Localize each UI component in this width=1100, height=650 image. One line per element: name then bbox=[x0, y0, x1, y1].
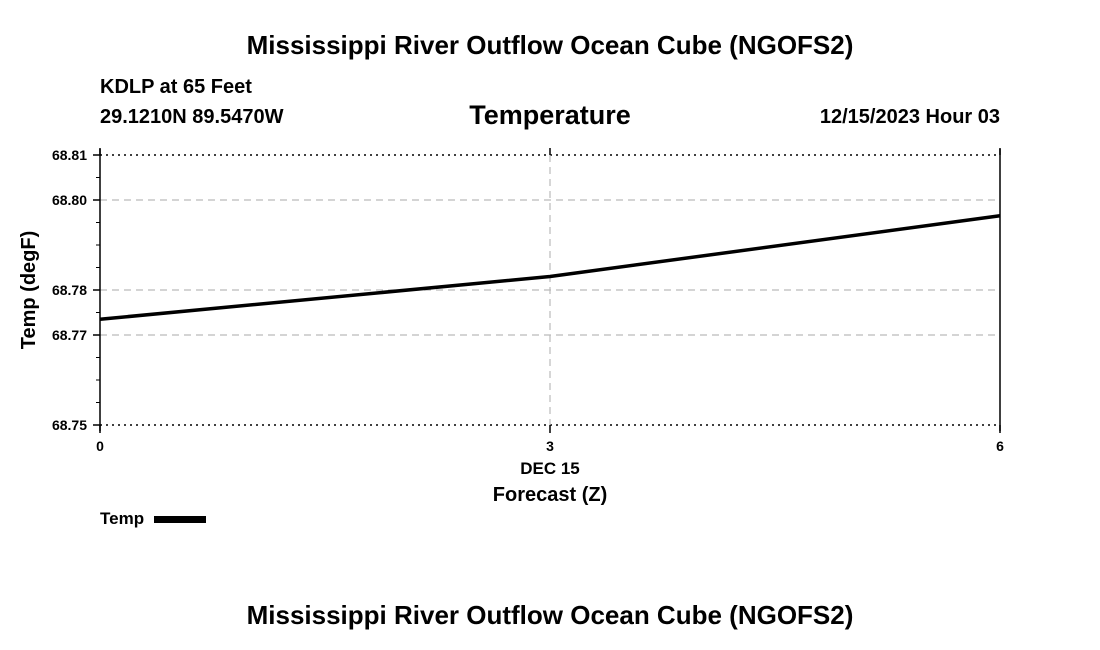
station-label: KDLP at 65 Feet bbox=[100, 76, 252, 98]
y-tick-label: 68.80 bbox=[52, 192, 87, 208]
chart-title: Temperature bbox=[469, 100, 631, 130]
x-tick-label: 0 bbox=[96, 438, 104, 454]
y-tick-label: 68.77 bbox=[52, 327, 87, 343]
series-line-temp bbox=[99, 214, 1001, 321]
y-tick-label: 68.75 bbox=[52, 417, 87, 433]
legend-swatch bbox=[154, 515, 207, 523]
x-date-label: DEC 15 bbox=[520, 459, 580, 478]
y-tick-label: 68.78 bbox=[52, 282, 87, 298]
temperature-chart: 68.75 68.77 68.78 68.80 68.81 0 3 6 DEC 15 Foreca… bbox=[18, 147, 1004, 506]
footer-title: Mississippi River Outflow Ocean Cube (NG… bbox=[246, 600, 854, 630]
labels-layer: 68.75 68.77 68.78 68.80 68.81 0 3 6 DEC 15 Foreca… bbox=[18, 147, 1004, 506]
x-tick-label: 3 bbox=[546, 438, 554, 454]
page-title: Mississippi River Outflow Ocean Cube (NG… bbox=[246, 30, 854, 60]
legend-label: Temp bbox=[100, 509, 145, 528]
x-tick-label: 6 bbox=[996, 438, 1004, 454]
coordinates-label: 29.1210N 89.5470W bbox=[100, 106, 284, 128]
series-layer bbox=[99, 214, 1001, 321]
timestamp-label: 12/15/2023 Hour 03 bbox=[819, 106, 1000, 128]
x-axis-label: Forecast (Z) bbox=[493, 484, 607, 506]
y-tick-label: 68.81 bbox=[52, 147, 87, 163]
grid-layer bbox=[100, 154, 1000, 426]
axes-layer bbox=[93, 148, 1001, 433]
y-axis-label: Temp (degF) bbox=[18, 231, 40, 350]
legend: Temp bbox=[100, 509, 207, 529]
